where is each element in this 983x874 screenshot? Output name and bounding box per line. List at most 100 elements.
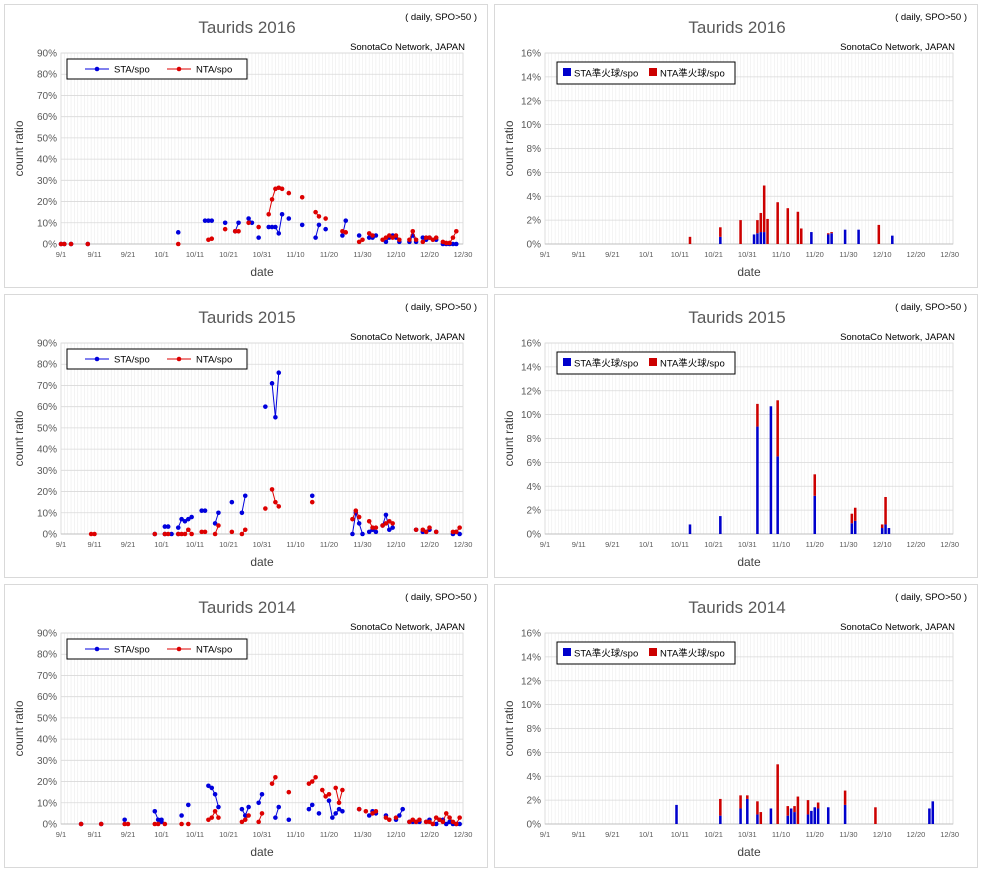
x-tick-label: 12/10 (873, 540, 892, 549)
y-tick-label: 30% (37, 466, 57, 477)
point-nta (299, 195, 305, 200)
point-nta (370, 525, 375, 530)
point-sta (202, 508, 208, 513)
x-tick-label: 11/30 (839, 540, 857, 549)
y-tick-label: 80% (37, 70, 57, 81)
point-nta (454, 821, 459, 827)
legend-label-nta: NTA/spo (196, 65, 232, 76)
legend-box (66, 638, 248, 660)
x-tick-label: 12/10 (387, 540, 406, 549)
y-tick-label: 50% (37, 133, 57, 144)
x-tick-label: 10/21 (704, 250, 723, 259)
y-tick-label: 16% (521, 629, 541, 640)
x-tick-label: 9/11 (87, 250, 101, 259)
y-tick-label: 20% (37, 197, 57, 208)
point-nta (373, 808, 379, 814)
point-nta (229, 529, 235, 535)
x-tick-label: 9/11 (572, 250, 586, 259)
bar-nta (813, 474, 817, 496)
point-nta (209, 815, 215, 820)
bar-sta (789, 808, 793, 824)
point-nta (437, 817, 442, 823)
point-sta (420, 235, 426, 240)
x-axis-label: date (250, 265, 274, 279)
x-tick-label: 11/20 (320, 250, 338, 259)
bar-nta (786, 806, 790, 816)
point-nta (323, 794, 328, 799)
legend-marker-nta (176, 356, 182, 362)
x-tick-label: 10/31 (253, 540, 272, 549)
point-nta (350, 516, 355, 522)
chart-source: SonotaCo Network, JAPAN (350, 42, 465, 53)
x-tick-label: 9/1 (56, 250, 66, 259)
y-tick-label: 20% (37, 777, 57, 788)
point-sta (276, 231, 282, 236)
legend-box (556, 351, 736, 375)
chart-line-2015: Taurids 2015 ( daily, SPO>50 ) SonotaCo Ne… (12, 302, 477, 569)
point-sta (165, 524, 171, 529)
point-sta (366, 529, 372, 535)
chart-line-2014: Taurids 2014 ( daily, SPO>50 ) SonotaCo Ne… (12, 592, 477, 859)
bar-nta (776, 202, 779, 244)
y-tick-label: 12% (521, 676, 541, 687)
point-sta (366, 235, 372, 240)
y-tick-label: 70% (37, 91, 57, 102)
bar-nta (786, 208, 790, 244)
bar-sta (719, 236, 722, 244)
point-sta (306, 806, 312, 812)
point-nta (343, 230, 349, 235)
point-nta (186, 821, 191, 827)
x-tick-label: 12/20 (420, 250, 439, 259)
point-nta (397, 237, 402, 243)
point-nta (433, 235, 439, 240)
point-nta (273, 499, 278, 505)
point-nta (175, 241, 181, 247)
bar-nta (793, 806, 796, 813)
point-nta (256, 224, 261, 230)
y-tick-label: 8% (527, 434, 542, 445)
chart-source: SonotaCo Network, JAPAN (840, 332, 955, 343)
point-nta (407, 819, 412, 825)
y-tick-label: 0% (527, 530, 542, 541)
bar-nta (766, 218, 769, 244)
y-tick-label: 4% (527, 772, 542, 783)
point-sta (286, 817, 292, 823)
point-nta (427, 525, 432, 530)
bar-nta (756, 220, 759, 234)
y-tick-label: 90% (37, 339, 57, 350)
y-tick-label: 2% (527, 506, 542, 517)
point-sta (330, 815, 335, 820)
point-nta (313, 775, 318, 780)
bar-sta (843, 229, 847, 244)
y-tick-label: 12% (521, 386, 541, 397)
legend-box (66, 348, 248, 370)
legend-swatch-nta (649, 68, 657, 76)
bar-sta (756, 233, 759, 244)
x-tick-label: 11/20 (320, 830, 338, 839)
x-tick-label: 10/1 (639, 250, 654, 259)
bar-nta (776, 764, 779, 824)
y-tick-label: 2% (527, 796, 542, 807)
legend-label-nta: NTA準火球/spo (660, 358, 725, 370)
point-nta (212, 808, 218, 814)
point-sta (447, 819, 452, 825)
point-nta (373, 525, 379, 530)
point-sta (356, 233, 362, 238)
point-nta (417, 817, 422, 823)
bar-sta (826, 234, 830, 244)
x-tick-label: 10/31 (253, 250, 272, 259)
point-nta (450, 529, 456, 535)
x-axis-label: date (250, 555, 274, 569)
point-nta (279, 186, 285, 192)
bar-sta (931, 801, 935, 824)
series-line-sta (274, 372, 280, 418)
point-nta (366, 518, 372, 524)
point-nta (199, 529, 204, 535)
x-tick-label: 11/10 (286, 540, 304, 549)
bar-sta (719, 815, 722, 824)
legend-label-nta: NTA準火球/spo (660, 648, 725, 660)
point-nta (236, 228, 241, 234)
y-tick-label: 70% (37, 381, 57, 392)
x-tick-label: 9/11 (572, 830, 586, 839)
y-tick-label: 10% (37, 508, 57, 519)
